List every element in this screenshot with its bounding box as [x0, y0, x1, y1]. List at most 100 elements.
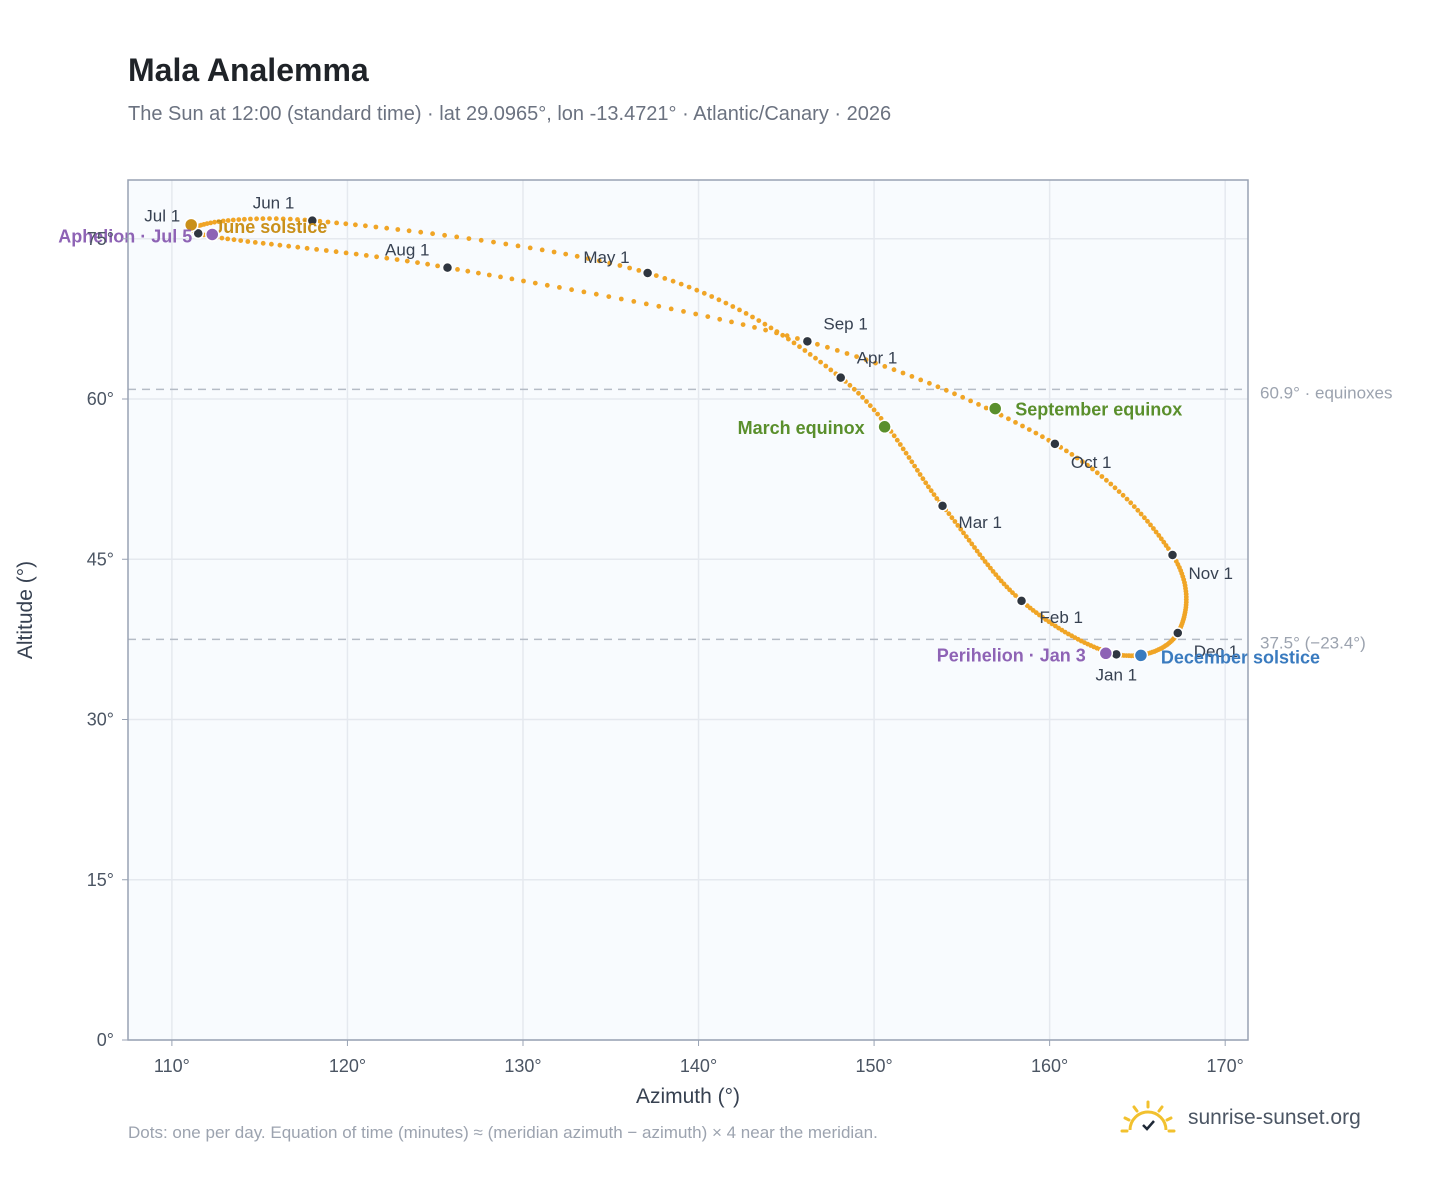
day-dot	[900, 370, 906, 376]
day-dot	[569, 287, 574, 293]
day-dot	[442, 232, 447, 238]
event-dot	[205, 227, 220, 242]
day-dot	[486, 272, 492, 278]
day-dot	[287, 216, 293, 222]
day-dot	[701, 290, 707, 296]
day-dot	[509, 276, 515, 282]
event-label: December solstice	[1161, 647, 1320, 667]
day-dot	[834, 348, 840, 353]
day-dot	[1080, 459, 1085, 465]
day-dot	[1074, 455, 1080, 461]
day-dot	[961, 530, 966, 536]
day-dot	[242, 216, 247, 222]
x-axis-title: Azimuth (°)	[636, 1085, 740, 1108]
day-dot	[415, 260, 420, 265]
day-dot	[807, 352, 813, 357]
day-dot	[1099, 474, 1105, 479]
day-dot	[231, 237, 237, 243]
x-tick-label: 130°	[504, 1056, 541, 1076]
day-dot	[260, 216, 266, 222]
day-dot	[596, 258, 602, 264]
day-dot	[607, 260, 613, 266]
day-dot	[844, 351, 850, 356]
day-dot	[1013, 593, 1018, 598]
y-tick-label: 60°	[87, 389, 114, 409]
day-dot	[1142, 515, 1147, 521]
grid-lines	[128, 180, 1248, 1041]
day-dot	[1145, 518, 1150, 524]
day-dot	[406, 228, 412, 234]
day-dot	[225, 218, 231, 223]
day-dot	[544, 282, 550, 288]
month-label: Sep 1	[823, 314, 867, 333]
day-dot	[384, 225, 390, 231]
day-dot	[915, 467, 920, 473]
day-dot	[395, 227, 401, 232]
day-dot	[681, 309, 686, 314]
event-dot	[183, 217, 199, 233]
event-label: Aphelion · Jul 5	[58, 226, 192, 246]
day-dot	[752, 325, 757, 330]
day-dot	[1033, 430, 1039, 436]
day-dot	[952, 391, 957, 397]
day-dot	[784, 333, 790, 339]
day-dot	[498, 274, 503, 280]
y-tick-label: 0°	[97, 1030, 114, 1050]
day-dot	[906, 455, 912, 460]
day-dot	[818, 359, 823, 365]
day-dot	[302, 217, 308, 223]
month-label: Dec 1	[1194, 642, 1238, 661]
month-label: Aug 1	[385, 241, 429, 260]
day-dot	[705, 314, 711, 319]
day-dot	[926, 484, 931, 490]
day-dot	[581, 289, 587, 295]
page-title: Mala Analemma	[128, 52, 369, 88]
day-dot	[260, 240, 266, 246]
reference-lines: 60.9° · equinoxes 37.5° (−23.4°)	[128, 383, 1393, 652]
day-dot	[1040, 434, 1045, 440]
day-dot	[756, 318, 762, 323]
day-dot	[750, 314, 755, 320]
brand[interactable]: sunrise-sunset.org	[1120, 1100, 1361, 1136]
month-markers: Jan 1 Feb 1 Mar 1 Apr 1 May 1 Jun 1 Jul 1 Aug 1…	[144, 194, 1238, 685]
day-dot	[864, 399, 869, 404]
day-dot	[875, 411, 880, 417]
day-dot	[668, 306, 674, 312]
day-dot	[280, 216, 286, 222]
day-dot	[993, 572, 999, 577]
day-dot	[709, 294, 715, 299]
event-label: March equinox	[738, 418, 865, 438]
day-dot	[740, 322, 746, 327]
y-axis-title: Altitude (°)	[14, 561, 37, 659]
day-dot	[847, 382, 853, 388]
day-dot	[236, 217, 242, 223]
day-dot	[909, 374, 915, 379]
day-dot	[934, 496, 940, 501]
day-dot	[952, 519, 958, 524]
day-dot	[1085, 462, 1090, 468]
day-dot	[946, 511, 952, 517]
month-dot	[936, 500, 949, 512]
day-dot	[404, 258, 410, 264]
day-dot	[1135, 507, 1141, 513]
day-dot	[245, 239, 251, 244]
day-dot	[1104, 477, 1109, 483]
day-dot	[670, 278, 676, 284]
day-dot	[1069, 452, 1075, 457]
event-dot	[1133, 648, 1149, 663]
month-dot	[306, 214, 319, 227]
day-dot	[976, 402, 981, 407]
month-dot	[441, 261, 454, 274]
day-dot	[730, 304, 736, 309]
day-dot	[815, 341, 820, 347]
day-dot	[653, 273, 659, 278]
day-dot	[1131, 504, 1137, 509]
day-dot	[974, 548, 980, 554]
month-label: Oct 1	[1071, 453, 1112, 472]
day-dot	[252, 240, 258, 245]
event-markers: March equinox September equinox June solst…	[58, 217, 1320, 668]
day-dot	[314, 247, 319, 252]
day-dot	[882, 364, 888, 369]
month-dot	[801, 335, 814, 348]
event-dot	[1098, 646, 1114, 661]
